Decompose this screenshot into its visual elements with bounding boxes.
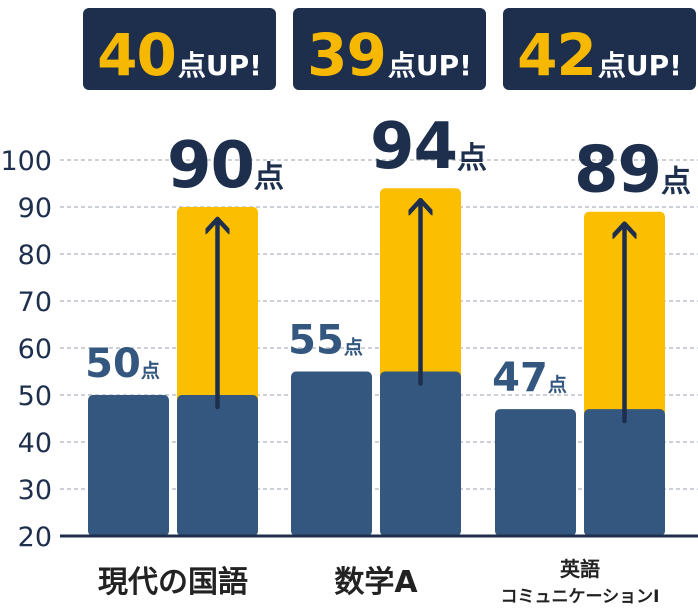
category-label: 現代の国語 — [98, 565, 248, 600]
gain-badge-2: 39 点UP! — [293, 8, 486, 90]
y-tick-label: 50 — [18, 381, 52, 412]
after-score-label: 90点 — [167, 129, 284, 203]
gain-badge-3: 42 点UP! — [503, 8, 696, 90]
gain-badge-number: 42 — [517, 21, 597, 89]
before-score-label: 50点 — [85, 341, 160, 387]
y-tick-label: 70 — [18, 287, 52, 318]
bar-before — [88, 395, 169, 536]
after-score-label: 94点 — [370, 110, 487, 184]
y-tick-label: 90 — [18, 193, 52, 224]
bar-before — [291, 371, 372, 536]
y-tick-label: 80 — [18, 240, 52, 271]
gain-badge-unit: 点UP! — [597, 49, 682, 82]
before-score-label: 47点 — [492, 355, 567, 401]
y-tick-label: 100 — [0, 146, 52, 177]
category-label: 数学A — [334, 565, 418, 600]
gain-badge-number: 40 — [97, 21, 177, 89]
gain-badge-1: 40 点UP! — [83, 8, 276, 90]
gain-badge-unit: 点UP! — [387, 49, 472, 82]
y-tick-label: 60 — [18, 334, 52, 365]
bar-after-base — [177, 395, 258, 536]
bar-before — [495, 409, 576, 536]
gain-badge-number: 39 — [307, 21, 387, 89]
category-label: 英語コミュニケーションⅠ — [501, 557, 660, 607]
gain-badge-unit: 点UP! — [177, 49, 262, 82]
y-tick-label: 30 — [18, 475, 52, 506]
y-tick-label: 20 — [18, 522, 52, 553]
before-score-label: 55点 — [288, 318, 363, 364]
bar-after-base — [380, 371, 461, 536]
bar-after-base — [584, 409, 665, 536]
y-tick-label: 40 — [18, 428, 52, 459]
after-score-label: 89点 — [574, 134, 691, 208]
